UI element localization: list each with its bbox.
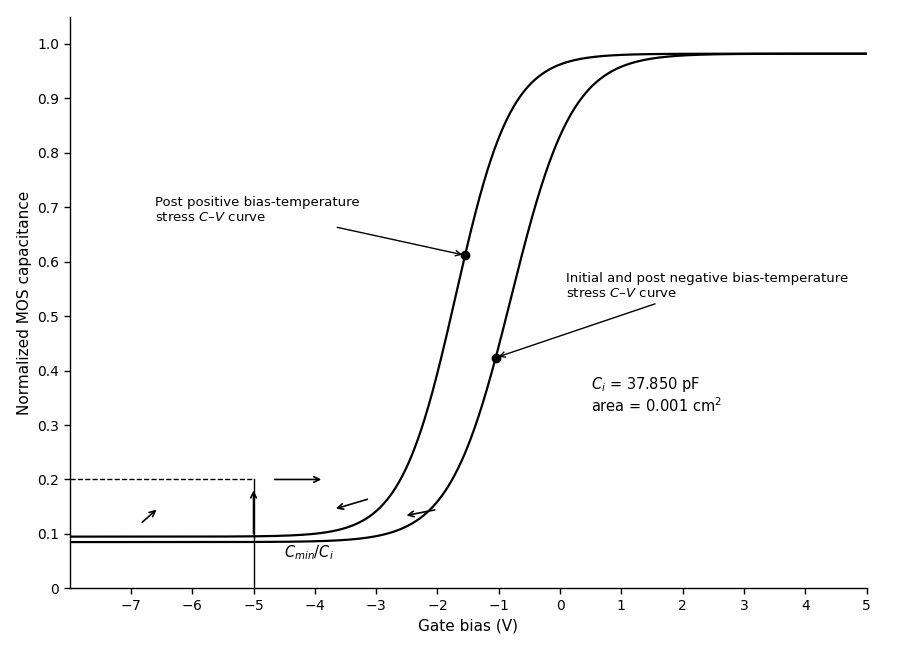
Text: Post positive bias-temperature
stress $C$–$V$ curve: Post positive bias-temperature stress $C… xyxy=(155,196,461,256)
X-axis label: Gate bias (V): Gate bias (V) xyxy=(419,618,518,633)
Y-axis label: Normalized MOS capacitance: Normalized MOS capacitance xyxy=(16,190,32,415)
Text: $C_{min}/C_i$: $C_{min}/C_i$ xyxy=(284,543,334,562)
Text: Initial and post negative bias-temperature
stress $C$–$V$ curve: Initial and post negative bias-temperatu… xyxy=(500,272,849,357)
Text: $C_i$ = 37.850 pF
area = 0.001 cm$^2$: $C_i$ = 37.850 pF area = 0.001 cm$^2$ xyxy=(591,374,722,415)
